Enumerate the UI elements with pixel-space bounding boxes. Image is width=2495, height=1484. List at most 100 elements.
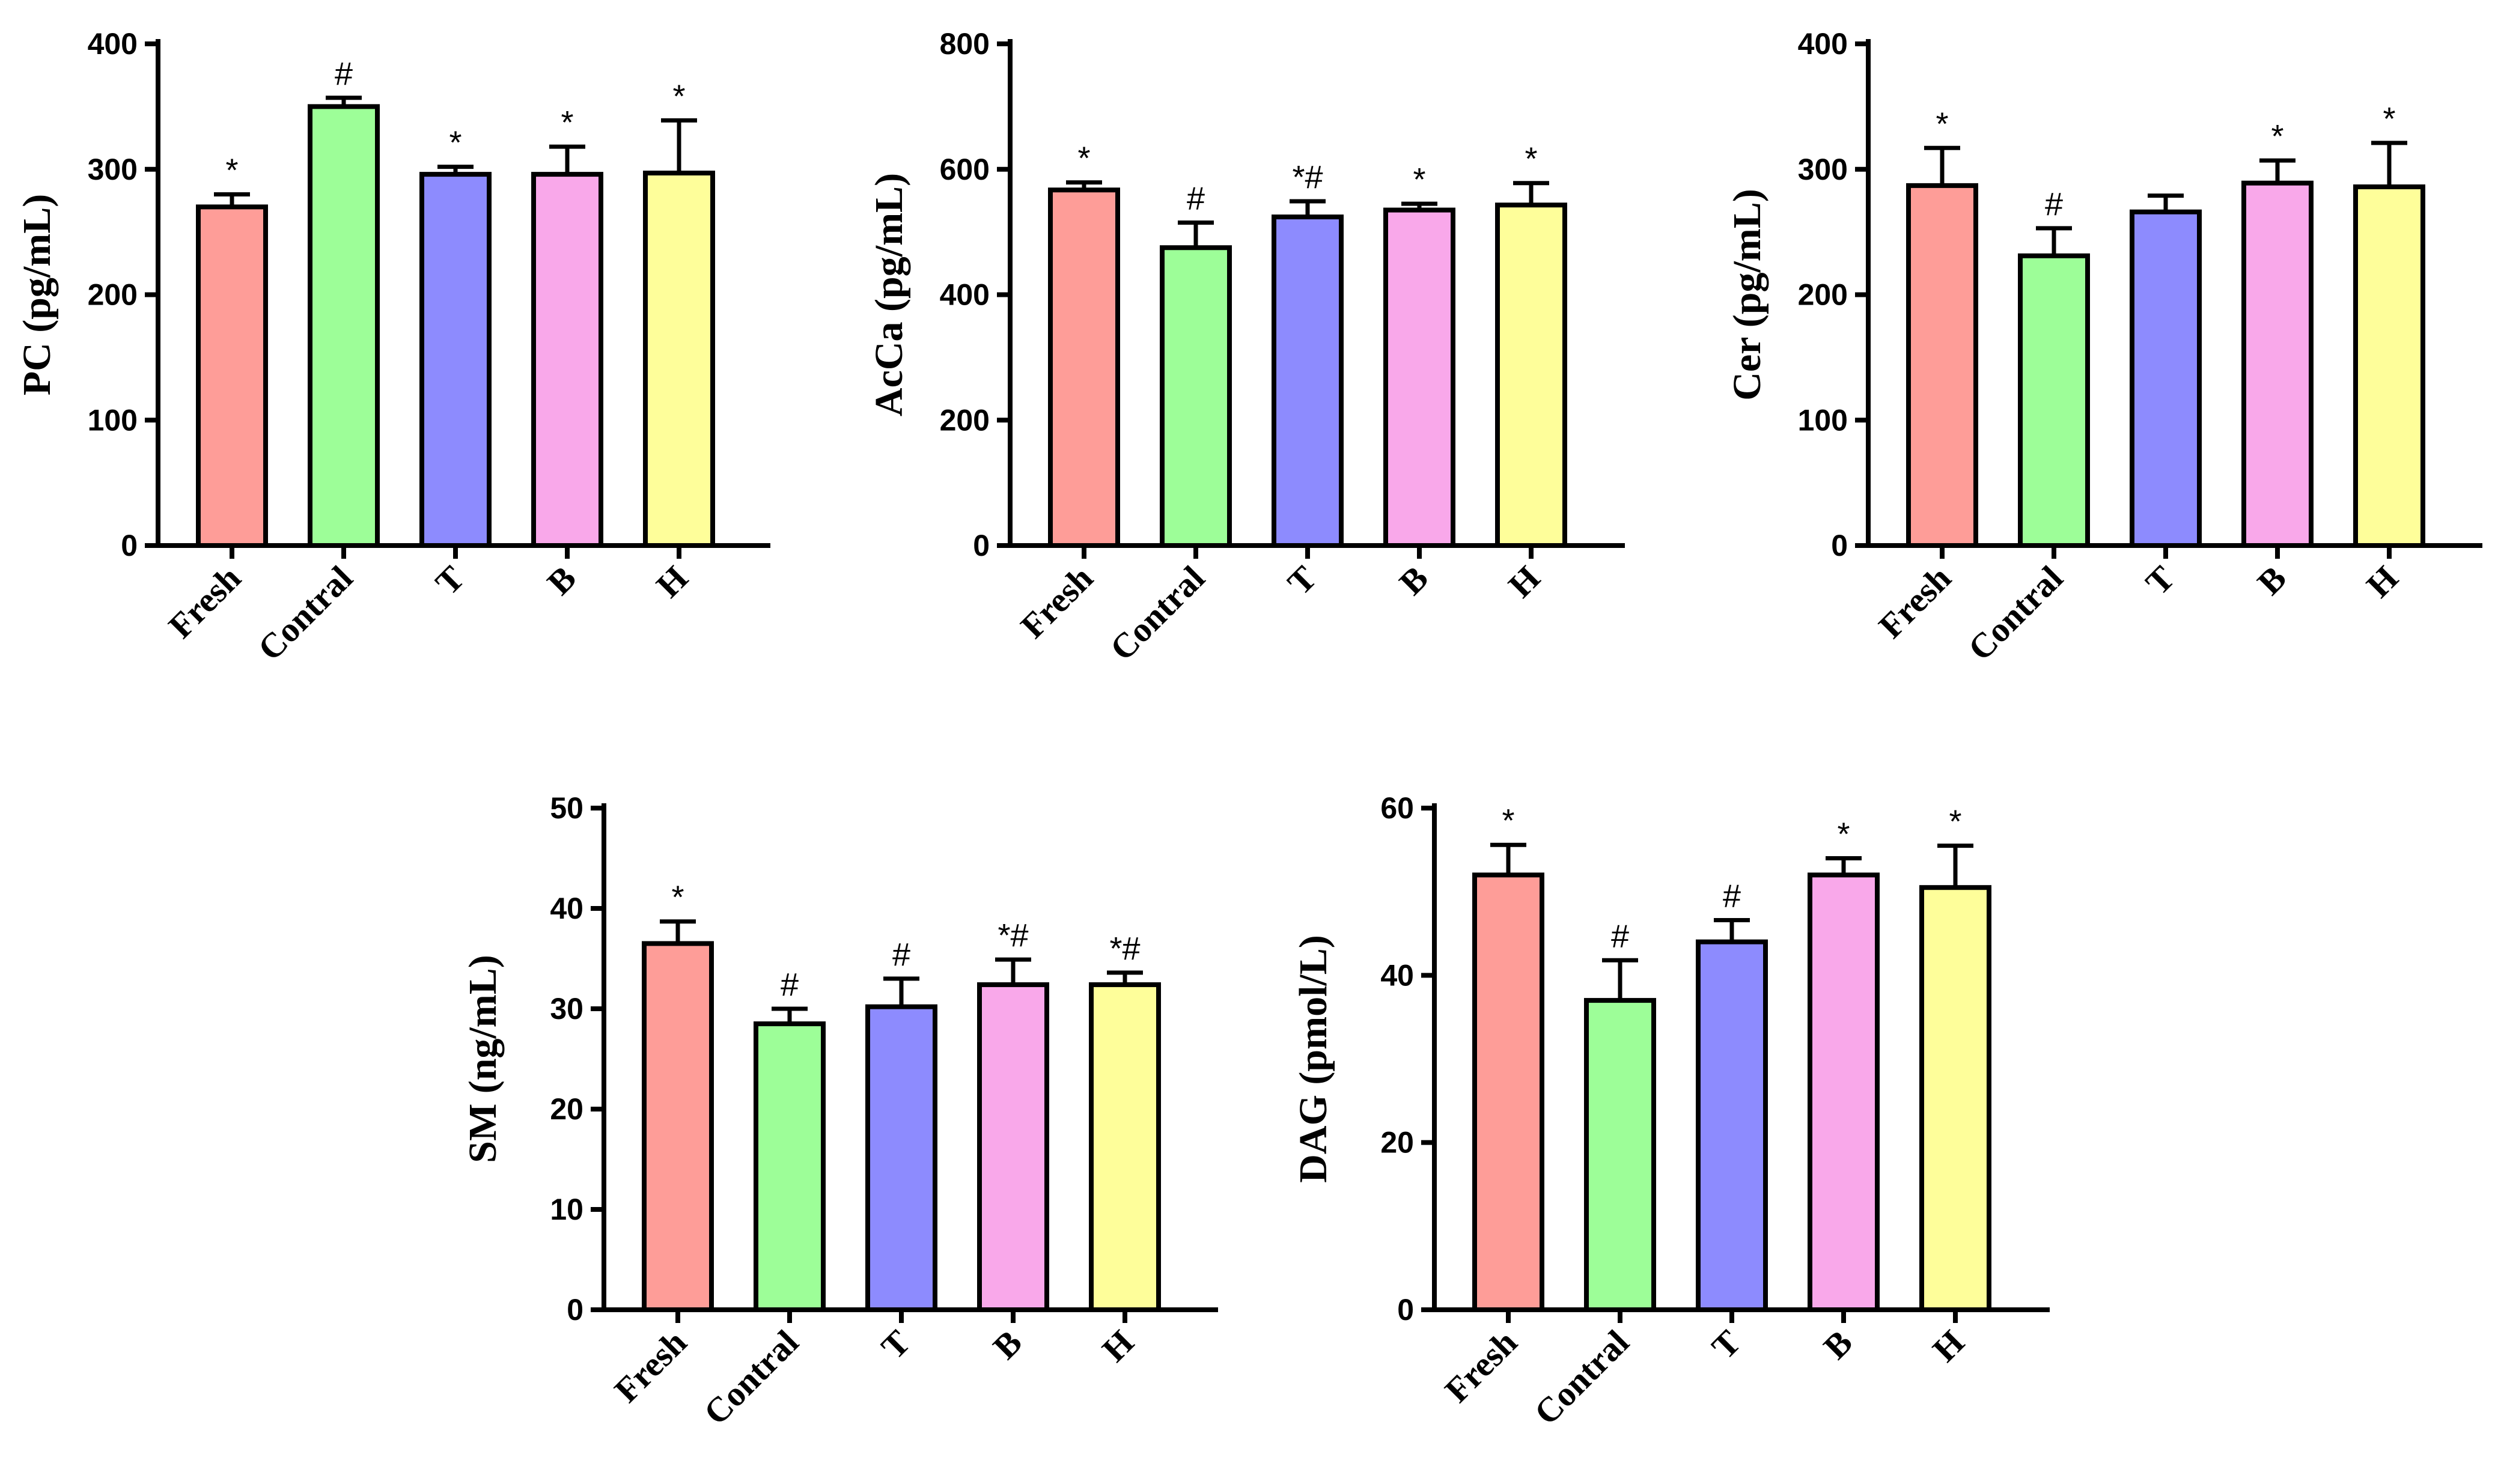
y-tick-label: 10 (550, 1193, 583, 1226)
x-tick-label-t: T (874, 1322, 918, 1366)
y-tick-label: 60 (1380, 791, 1414, 825)
bar-t (1272, 214, 1344, 548)
y-axis-label: AcCa (pg/mL) (867, 173, 911, 416)
y-tick-label: 0 (567, 1293, 583, 1327)
significance-mark: * (1949, 804, 1961, 840)
y-tick-label: 30 (550, 992, 583, 1026)
significance-mark: * (1837, 817, 1850, 853)
error-bar-fresh (1924, 145, 1960, 186)
chart-panel-2: * Fresh # Contral *# T * B * H 0 200 400 600 800 AcCa (… (867, 27, 1625, 668)
x-tick-label-fresh: Fresh (607, 1322, 694, 1409)
significance-mark: *# (998, 917, 1028, 953)
significance-mark: * (1077, 141, 1090, 177)
y-tick-label: 0 (1397, 1293, 1414, 1327)
error-bar-t (883, 976, 919, 1007)
y-tick-label: 0 (973, 529, 990, 562)
chart-panel-1: * Fresh # Contral * T * B * H 0 100 200 300 400 PC (pg/… (15, 27, 770, 668)
bar-contral (308, 104, 380, 548)
error-bar-contral (326, 96, 362, 107)
significance-mark: # (2045, 186, 2063, 222)
bar-contral (2018, 253, 2090, 548)
chart-panel-3: * Fresh # Contral T * B * H 0 100 200 300 400 Cer (pg/… (1725, 27, 2482, 668)
bar-b (1383, 207, 1455, 548)
bar-contral (1584, 998, 1656, 1313)
bar-fresh (1472, 872, 1544, 1313)
bar-fresh (196, 204, 268, 548)
error-bar-contral (1178, 220, 1214, 248)
significance-mark: * (225, 153, 238, 189)
chart-panel-5: * Fresh # Contral # T * B * H 0 20 40 60 DAG (pmol/L) (1291, 791, 2050, 1432)
y-tick-label: 40 (1380, 958, 1414, 992)
significance-mark: * (1525, 141, 1537, 177)
bar-h (1089, 982, 1161, 1313)
y-tick-label: 300 (1798, 153, 1848, 186)
bar-b (2241, 180, 2314, 548)
significance-mark: * (561, 105, 573, 141)
bar-fresh (1906, 183, 1978, 548)
bar-fresh (1048, 187, 1120, 549)
y-tick-label: 0 (1831, 529, 1848, 562)
x-tick-label-b: B (1392, 558, 1436, 602)
bar-contral (754, 1021, 826, 1313)
significance-mark: * (1413, 162, 1425, 198)
error-bar-b (549, 144, 585, 175)
x-tick-label-h: H (648, 558, 695, 605)
x-tick-label-b: B (2250, 558, 2294, 602)
significance-mark: * (449, 125, 462, 161)
y-tick-label: 100 (88, 403, 138, 437)
bar-fresh (642, 941, 714, 1312)
y-axis-label: SM (ng/mL) (461, 955, 505, 1163)
bar-h (1919, 885, 1991, 1313)
error-bar-t (1714, 917, 1750, 942)
significance-mark: * (2271, 118, 2283, 154)
error-bar-t (437, 165, 474, 175)
x-tick-label-contral: Contral (696, 1322, 806, 1432)
error-bar-h (1107, 970, 1143, 985)
error-bar-contral (2036, 226, 2072, 256)
significance-mark: # (1723, 878, 1741, 914)
x-tick-label-t: T (2138, 558, 2182, 602)
significance-mark: *# (1292, 159, 1323, 195)
bar-t (1696, 939, 1768, 1312)
x-tick-label-fresh: Fresh (161, 558, 248, 645)
y-tick-label: 0 (121, 529, 138, 562)
bar-b (531, 172, 603, 549)
bar-t (2130, 209, 2202, 549)
error-bar-fresh (660, 919, 696, 944)
y-axis-label: Cer (pg/mL) (1725, 189, 1769, 401)
error-bar-fresh (214, 192, 250, 207)
y-tick-label: 800 (940, 27, 990, 61)
error-bar-t (2148, 193, 2184, 212)
significance-mark: # (892, 937, 910, 973)
error-bar-h (661, 118, 697, 174)
error-bar-fresh (1066, 180, 1102, 190)
y-tick-label: 50 (550, 791, 583, 825)
x-tick-label-b: B (986, 1322, 1029, 1366)
error-bar-b (1826, 856, 1862, 875)
y-tick-label: 400 (1798, 27, 1848, 61)
y-axis-label: PC (pg/mL) (15, 194, 59, 395)
significance-mark: * (2383, 101, 2395, 137)
x-tick-label-contral: Contral (1103, 558, 1213, 668)
bar-t (419, 172, 492, 549)
x-tick-label-h: H (2359, 558, 2405, 605)
y-tick-label: 200 (1798, 278, 1848, 312)
x-tick-label-h: H (1094, 1322, 1141, 1369)
significance-mark: * (671, 880, 684, 916)
y-tick-label: 600 (940, 153, 990, 186)
error-bar-fresh (1490, 842, 1526, 875)
bar-h (1495, 202, 1567, 548)
error-bar-contral (1602, 958, 1638, 1001)
y-tick-label: 20 (1380, 1126, 1414, 1160)
x-tick-label-h: H (1500, 558, 1547, 605)
x-tick-label-h: H (1925, 1322, 1972, 1369)
significance-mark: # (1611, 918, 1629, 954)
significance-mark: # (335, 56, 353, 92)
error-bar-b (2259, 158, 2295, 183)
x-tick-label-fresh: Fresh (1437, 1322, 1525, 1409)
chart-panel-4: * Fresh # Contral # T *# B *# H 0 10 20 30 40 50 SM (ng/… (461, 791, 1218, 1432)
bar-contral (1160, 245, 1232, 548)
error-bar-contral (772, 1006, 808, 1024)
